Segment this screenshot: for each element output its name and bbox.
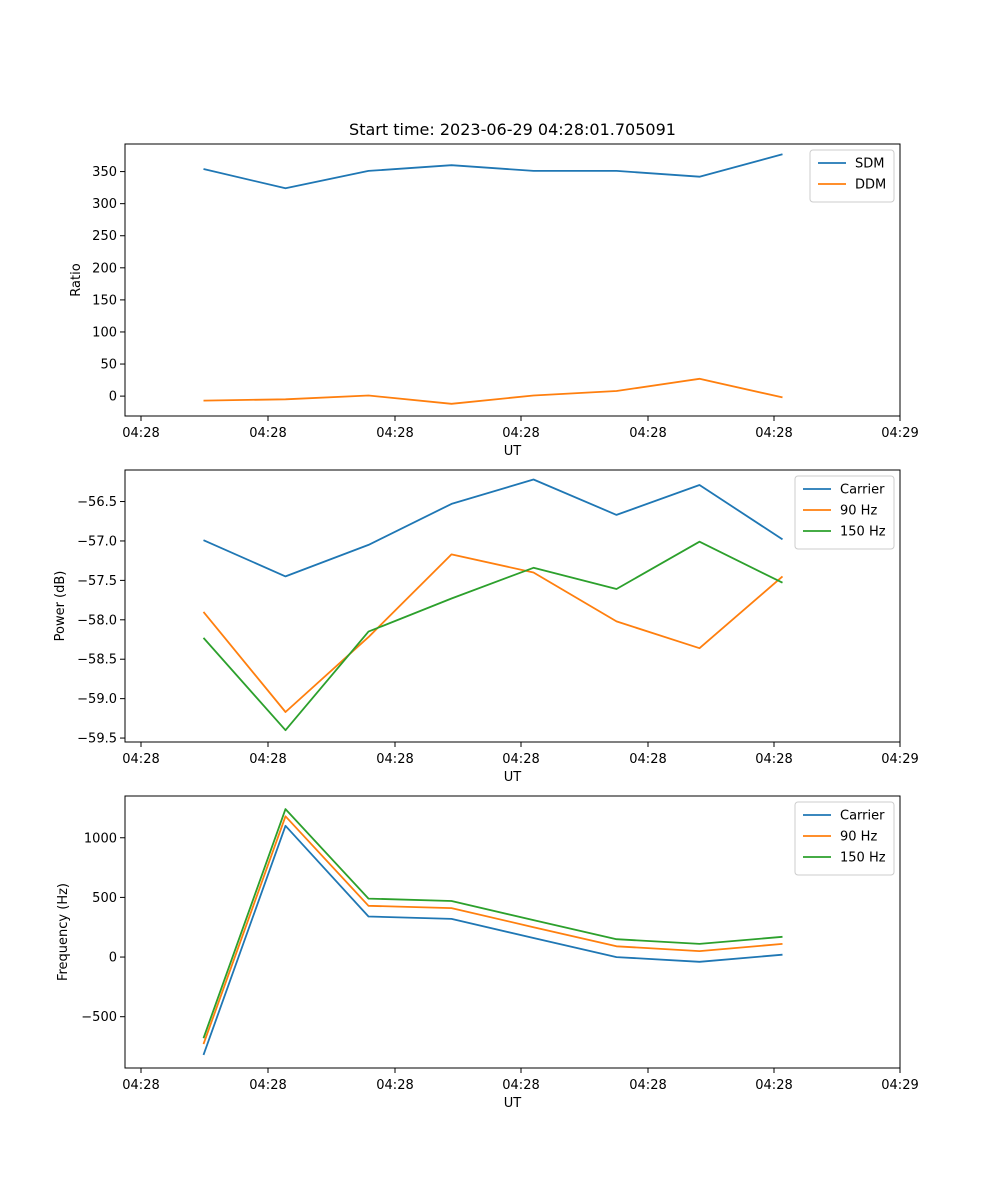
y-tick-label: −57.5 — [77, 574, 117, 589]
legend-label: Carrier — [840, 483, 885, 498]
y-tick-label: −58.5 — [77, 653, 117, 668]
legend-label: SDM — [855, 157, 884, 172]
series-line-ddm — [203, 377, 783, 405]
plot-frame — [124, 143, 901, 417]
x-tick-label: 04:28 — [376, 1078, 413, 1093]
series-line-90-hz — [202, 815, 783, 1045]
y-tick-label: −59.5 — [77, 732, 117, 747]
chart-panel-3: 04:28 04:28 04:28 04:28 04:28 04:28 04:29 −500 0… — [56, 795, 919, 1111]
x-axis-label: UT — [504, 770, 522, 785]
y-tick-label: 0 — [109, 390, 117, 405]
y-tick-label: 150 — [92, 293, 117, 308]
x-tick-label: 04:28 — [502, 1078, 539, 1093]
x-tick-label: 04:28 — [376, 426, 413, 441]
y-axis-label: Ratio — [69, 263, 84, 296]
x-tick-label: 04:28 — [629, 752, 666, 767]
y-tick-label: 1000 — [84, 831, 117, 846]
x-tick-label: 04:28 — [755, 1078, 792, 1093]
x-tick-label: 04:28 — [502, 752, 539, 767]
plot-frame — [124, 795, 901, 1069]
y-tick-label: −56.5 — [77, 495, 117, 510]
x-tick-label: 04:28 — [502, 426, 539, 441]
y-tick-label: 250 — [92, 229, 117, 244]
x-tick-label: 04:28 — [122, 426, 159, 441]
x-tick-label: 04:28 — [376, 752, 413, 767]
chart-panel-2: 04:28 04:28 04:28 04:28 04:28 04:28 04:29 −59.5… — [53, 469, 919, 785]
y-tick-label: 0 — [109, 951, 117, 966]
plot-frame — [124, 469, 901, 743]
y-axis-label: Power (dB) — [53, 571, 68, 642]
x-tick-label: 04:29 — [881, 426, 918, 441]
x-tick-label: 04:28 — [122, 752, 159, 767]
y-tick-label: 200 — [92, 261, 117, 276]
x-tick-label: 04:28 — [249, 752, 286, 767]
legend-label: 90 Hz — [840, 504, 877, 519]
x-axis-label: UT — [504, 444, 522, 459]
chart-title: Start time: 2023-06-29 04:28:01.705091 — [349, 120, 676, 139]
chart-panel-1: Start time: 2023-06-29 04:28:01.705091 04… — [69, 120, 919, 459]
y-tick-label: 300 — [92, 197, 117, 212]
legend-label: 90 Hz — [840, 830, 877, 845]
y-tick-label: 100 — [92, 325, 117, 340]
x-tick-label: 04:29 — [881, 752, 918, 767]
y-tick-label: 350 — [92, 165, 117, 180]
series-line-90-hz — [202, 553, 784, 713]
series-line-150-hz — [202, 808, 783, 1039]
y-tick-label: −500 — [81, 1010, 117, 1025]
x-tick-label: 04:28 — [249, 1078, 286, 1093]
x-tick-label: 04:28 — [629, 1078, 666, 1093]
x-tick-label: 04:28 — [629, 426, 666, 441]
y-tick-label: 50 — [100, 358, 117, 373]
series-line-150-hz — [202, 540, 783, 732]
legend: Carrier 90 Hz 150 Hz — [794, 475, 895, 550]
y-tick-label: 500 — [92, 891, 117, 906]
x-tick-label: 04:28 — [755, 752, 792, 767]
x-tick-label: 04:28 — [249, 426, 286, 441]
legend-label: 150 Hz — [840, 851, 886, 866]
series-line-carrier — [203, 478, 783, 578]
x-tick-label: 04:28 — [122, 1078, 159, 1093]
y-tick-label: −58.0 — [77, 613, 117, 628]
y-tick-label: −59.0 — [77, 692, 117, 707]
legend: SDM DDM — [809, 149, 895, 203]
x-tick-label: 04:28 — [755, 426, 792, 441]
x-tick-label: 04:29 — [881, 1078, 918, 1093]
series-line-carrier — [202, 824, 783, 1056]
legend-label: 150 Hz — [840, 525, 886, 540]
legend-label: Carrier — [840, 809, 885, 824]
y-tick-label: −57.0 — [77, 534, 117, 549]
y-axis-label: Frequency (Hz) — [56, 883, 71, 981]
series-line-sdm — [203, 153, 783, 190]
x-axis-label: UT — [504, 1096, 522, 1111]
legend: Carrier 90 Hz 150 Hz — [794, 801, 895, 876]
legend-label: DDM — [855, 178, 886, 193]
